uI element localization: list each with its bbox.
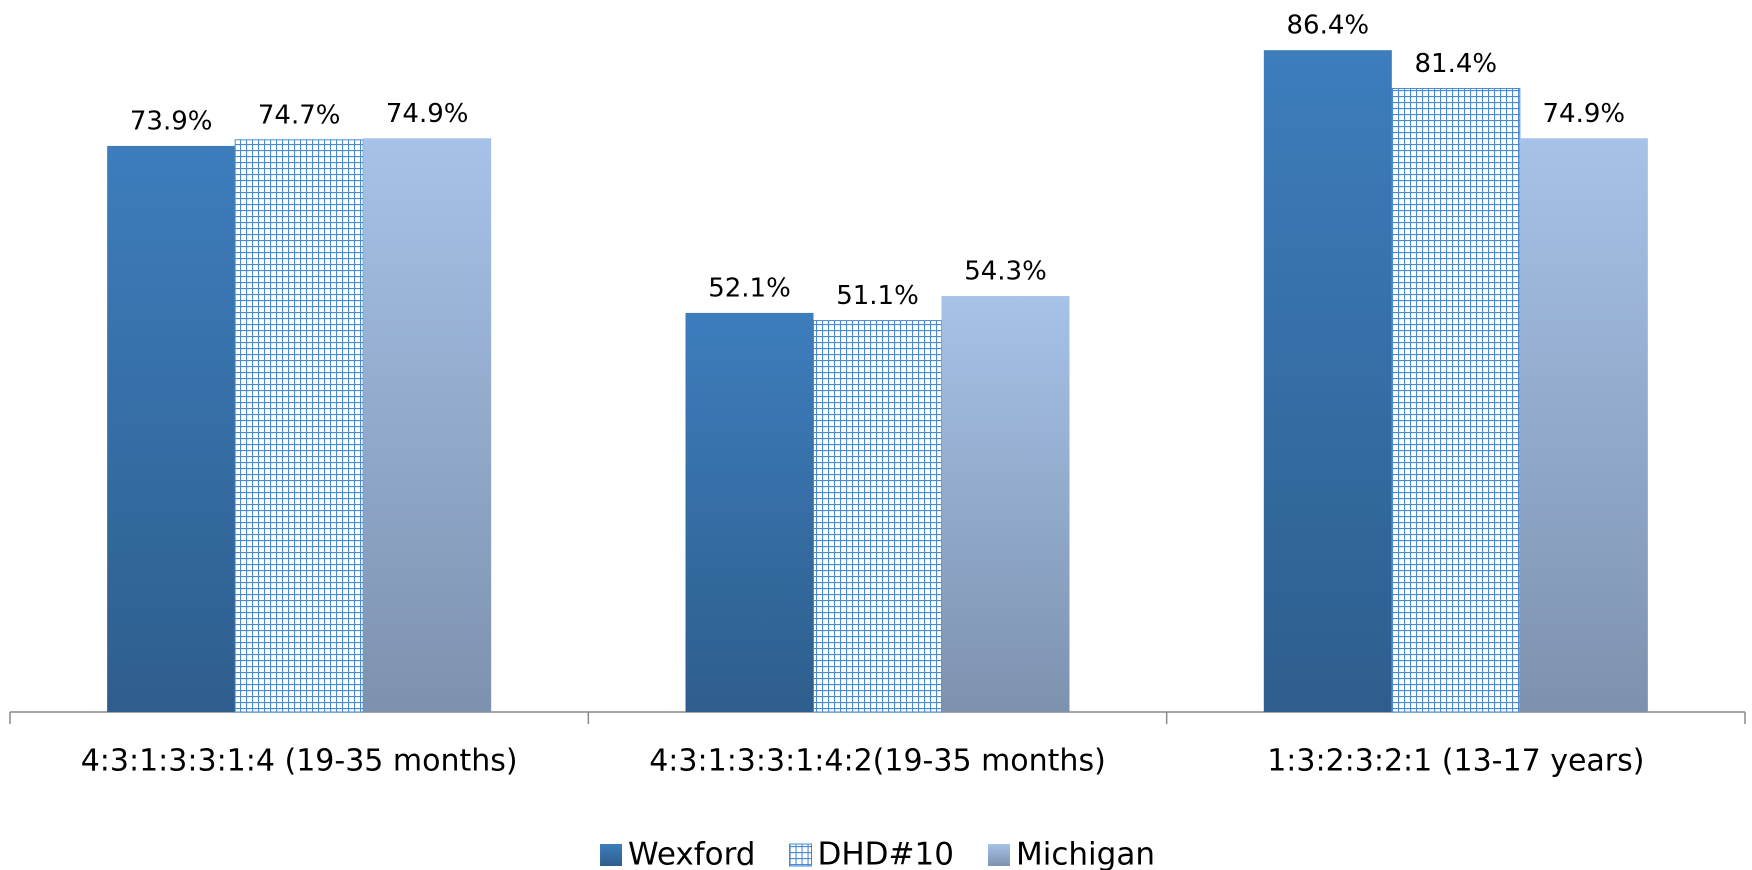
legend-item: Wexford: [600, 837, 755, 870]
legend-swatch-shade: [600, 844, 623, 866]
legend-item: DHD#10: [788, 837, 954, 870]
legend-item: Michigan: [987, 837, 1155, 870]
bar-shade: [1263, 50, 1392, 712]
value-label: 86.4%: [1287, 11, 1370, 41]
value-label: 54.3%: [964, 257, 1047, 287]
value-label: 74.9%: [386, 99, 469, 129]
bar-shade: [685, 312, 814, 712]
value-label: 51.1%: [836, 281, 919, 311]
legend-swatch: [788, 843, 812, 867]
legend-swatch-shade: [987, 844, 1010, 866]
value-label: 73.9%: [130, 106, 213, 136]
value-label: 81.4%: [1415, 49, 1498, 79]
bar-shade: [107, 145, 236, 712]
value-label: 74.7%: [258, 100, 341, 130]
bar: [813, 320, 942, 713]
x-tick-label: 4:3:1:3:3:1:4 (19-35 months): [81, 744, 518, 779]
value-label: 52.1%: [708, 273, 791, 303]
legend-label: Michigan: [1016, 837, 1155, 870]
value-label: 74.9%: [1543, 99, 1626, 129]
bar: [234, 139, 364, 713]
legend-label: DHD#10: [817, 837, 953, 870]
legend-label: Wexford: [628, 837, 755, 870]
x-tick-label: 1:3:2:3:2:1 (13-17 years): [1267, 744, 1644, 779]
bar-shade: [363, 138, 492, 713]
bar: [1391, 87, 1521, 713]
x-tick-label: 4:3:1:3:3:1:4:2(19-35 months): [649, 744, 1106, 779]
bar-shade: [941, 296, 1070, 712]
bar-shade: [1519, 138, 1648, 713]
